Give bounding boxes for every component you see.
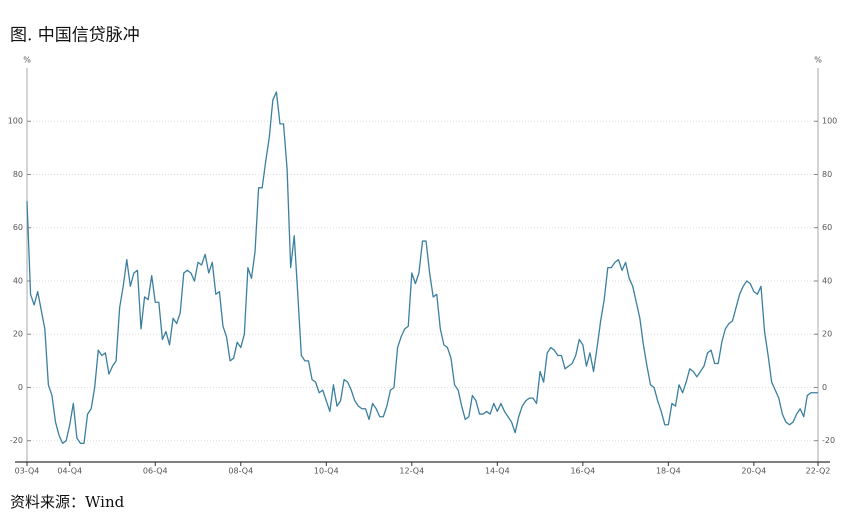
x-tick-label: 06-Q4 bbox=[143, 467, 168, 476]
x-tick-label: 10-Q4 bbox=[314, 467, 339, 476]
y-tick-label: 40 bbox=[13, 276, 23, 285]
x-tick-label: 03-Q4 bbox=[15, 467, 40, 476]
y-tick-label: 20 bbox=[13, 330, 23, 339]
y-tick-label: 60 bbox=[13, 223, 23, 232]
y-tick-label: 0 bbox=[18, 383, 23, 392]
x-tick-label: 14-Q4 bbox=[485, 467, 510, 476]
y2-tick-label: -20 bbox=[822, 436, 835, 445]
y-tick-label: -20 bbox=[10, 436, 23, 445]
x-tick-label: 18-Q4 bbox=[656, 467, 681, 476]
y2-tick-label: 40 bbox=[822, 276, 832, 285]
y2-tick-label: 100 bbox=[822, 117, 837, 126]
y2-tick-label: 60 bbox=[822, 223, 832, 232]
y2-tick-label: 20 bbox=[822, 330, 832, 339]
x-tick-label: 20-Q4 bbox=[741, 467, 766, 476]
y-unit: % bbox=[23, 56, 31, 65]
y-tick-label: 100 bbox=[8, 117, 23, 126]
y-tick-label: 80 bbox=[13, 170, 23, 179]
chart-title: 图. 中国信贷脉冲 bbox=[10, 26, 140, 46]
x-tick-label: 16-Q4 bbox=[570, 467, 595, 476]
x-tick-label: 12-Q4 bbox=[399, 467, 424, 476]
y2-tick-label: 0 bbox=[822, 383, 827, 392]
source: 资料来源：Wind bbox=[10, 493, 125, 511]
y2-unit: % bbox=[814, 56, 822, 65]
data-line bbox=[26, 91, 818, 445]
x-tick-label: 22-Q2 bbox=[806, 467, 831, 476]
x-tick-label: 04-Q4 bbox=[57, 467, 82, 476]
y2-tick-label: 80 bbox=[822, 170, 832, 179]
x-tick-label: 08-Q4 bbox=[228, 467, 253, 476]
